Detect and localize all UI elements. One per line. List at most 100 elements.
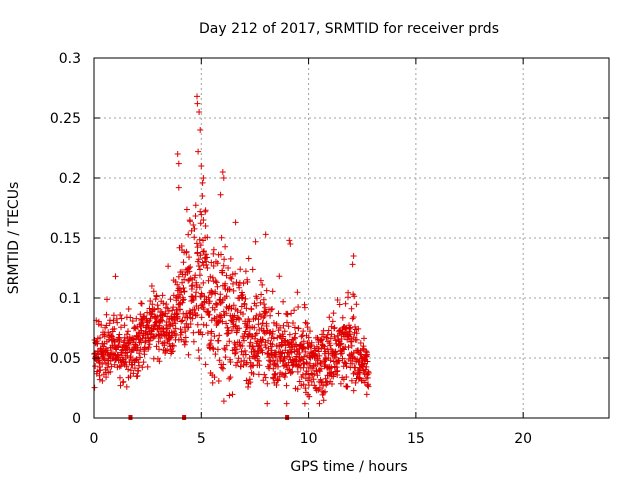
data-point xyxy=(208,328,215,335)
data-point xyxy=(190,338,197,345)
data-point xyxy=(180,259,187,266)
data-point xyxy=(212,351,219,358)
data-point xyxy=(181,276,188,283)
data-point xyxy=(103,311,110,318)
data-point xyxy=(316,352,323,359)
data-point xyxy=(174,314,181,321)
data-point xyxy=(271,361,278,368)
data-point xyxy=(261,301,268,308)
data-point xyxy=(259,281,266,288)
data-point xyxy=(255,371,262,378)
data-point xyxy=(299,371,306,378)
data-point xyxy=(353,301,360,308)
data-point xyxy=(257,299,264,306)
data-point xyxy=(224,330,231,337)
data-point xyxy=(276,273,283,280)
data-point xyxy=(325,327,332,334)
data-point xyxy=(211,333,218,340)
data-point xyxy=(102,345,109,352)
data-point xyxy=(185,351,192,358)
data-point xyxy=(193,240,200,247)
data-point xyxy=(190,222,197,228)
data-point xyxy=(272,372,279,378)
data-point xyxy=(219,269,226,276)
data-point xyxy=(337,380,344,387)
data-point xyxy=(247,339,254,346)
data-point xyxy=(350,387,357,394)
data-point xyxy=(103,322,110,329)
data-point xyxy=(197,266,203,273)
data-point xyxy=(117,374,123,381)
data-point xyxy=(104,364,111,371)
data-point xyxy=(339,314,346,321)
data-point xyxy=(222,354,229,361)
data-point xyxy=(334,367,341,374)
data-point xyxy=(292,330,299,337)
data-point xyxy=(287,241,294,247)
data-point xyxy=(190,329,197,336)
data-point xyxy=(140,359,147,366)
data-point xyxy=(305,382,312,389)
data-point xyxy=(364,374,371,381)
data-point xyxy=(291,307,298,314)
data-point xyxy=(320,382,327,389)
data-point xyxy=(343,363,350,370)
data-point xyxy=(286,237,293,244)
data-point xyxy=(181,288,188,295)
data-point xyxy=(290,320,296,326)
data-point xyxy=(220,262,227,269)
data-point xyxy=(234,359,241,366)
data-point xyxy=(246,330,253,337)
data-point xyxy=(365,383,372,390)
data-point xyxy=(361,379,368,386)
data-point xyxy=(137,311,144,318)
data-point xyxy=(246,318,253,325)
data-point xyxy=(195,305,202,312)
data-point xyxy=(148,283,155,289)
data-point xyxy=(238,358,245,365)
x-tick-label: 5 xyxy=(197,431,206,447)
data-point xyxy=(196,284,203,291)
data-point xyxy=(348,377,355,384)
data-point xyxy=(262,374,269,381)
data-point xyxy=(229,318,236,325)
data-point xyxy=(220,398,227,405)
data-point xyxy=(101,356,108,363)
x-tick-label: 20 xyxy=(514,431,532,447)
data-point xyxy=(342,300,349,307)
data-point xyxy=(262,304,269,311)
data-point xyxy=(164,305,171,312)
data-point xyxy=(174,151,181,157)
data-point xyxy=(239,343,246,349)
data-point xyxy=(185,231,192,238)
data-point xyxy=(214,260,221,267)
data-point xyxy=(120,378,127,385)
data-point xyxy=(230,280,236,287)
data-point xyxy=(210,246,217,253)
data-point xyxy=(222,280,229,287)
data-point xyxy=(287,369,294,376)
data-point xyxy=(216,332,223,339)
data-point xyxy=(264,400,271,407)
data-point xyxy=(147,298,154,304)
data-point xyxy=(175,184,182,191)
data-point xyxy=(108,363,115,370)
data-point xyxy=(197,208,204,215)
data-point xyxy=(269,288,276,295)
x-axis-title: GPS time / hours xyxy=(290,459,407,475)
data-point xyxy=(328,331,335,338)
data-point xyxy=(162,310,169,317)
data-point xyxy=(262,231,269,238)
data-point xyxy=(289,362,296,369)
data-point xyxy=(179,279,186,286)
data-point xyxy=(330,310,337,317)
data-point xyxy=(191,225,198,232)
data-point xyxy=(352,379,359,386)
data-point xyxy=(259,349,266,356)
data-point xyxy=(133,356,140,363)
data-point xyxy=(253,302,260,309)
data-point xyxy=(194,244,201,251)
data-point xyxy=(175,273,182,280)
data-point xyxy=(117,382,124,389)
